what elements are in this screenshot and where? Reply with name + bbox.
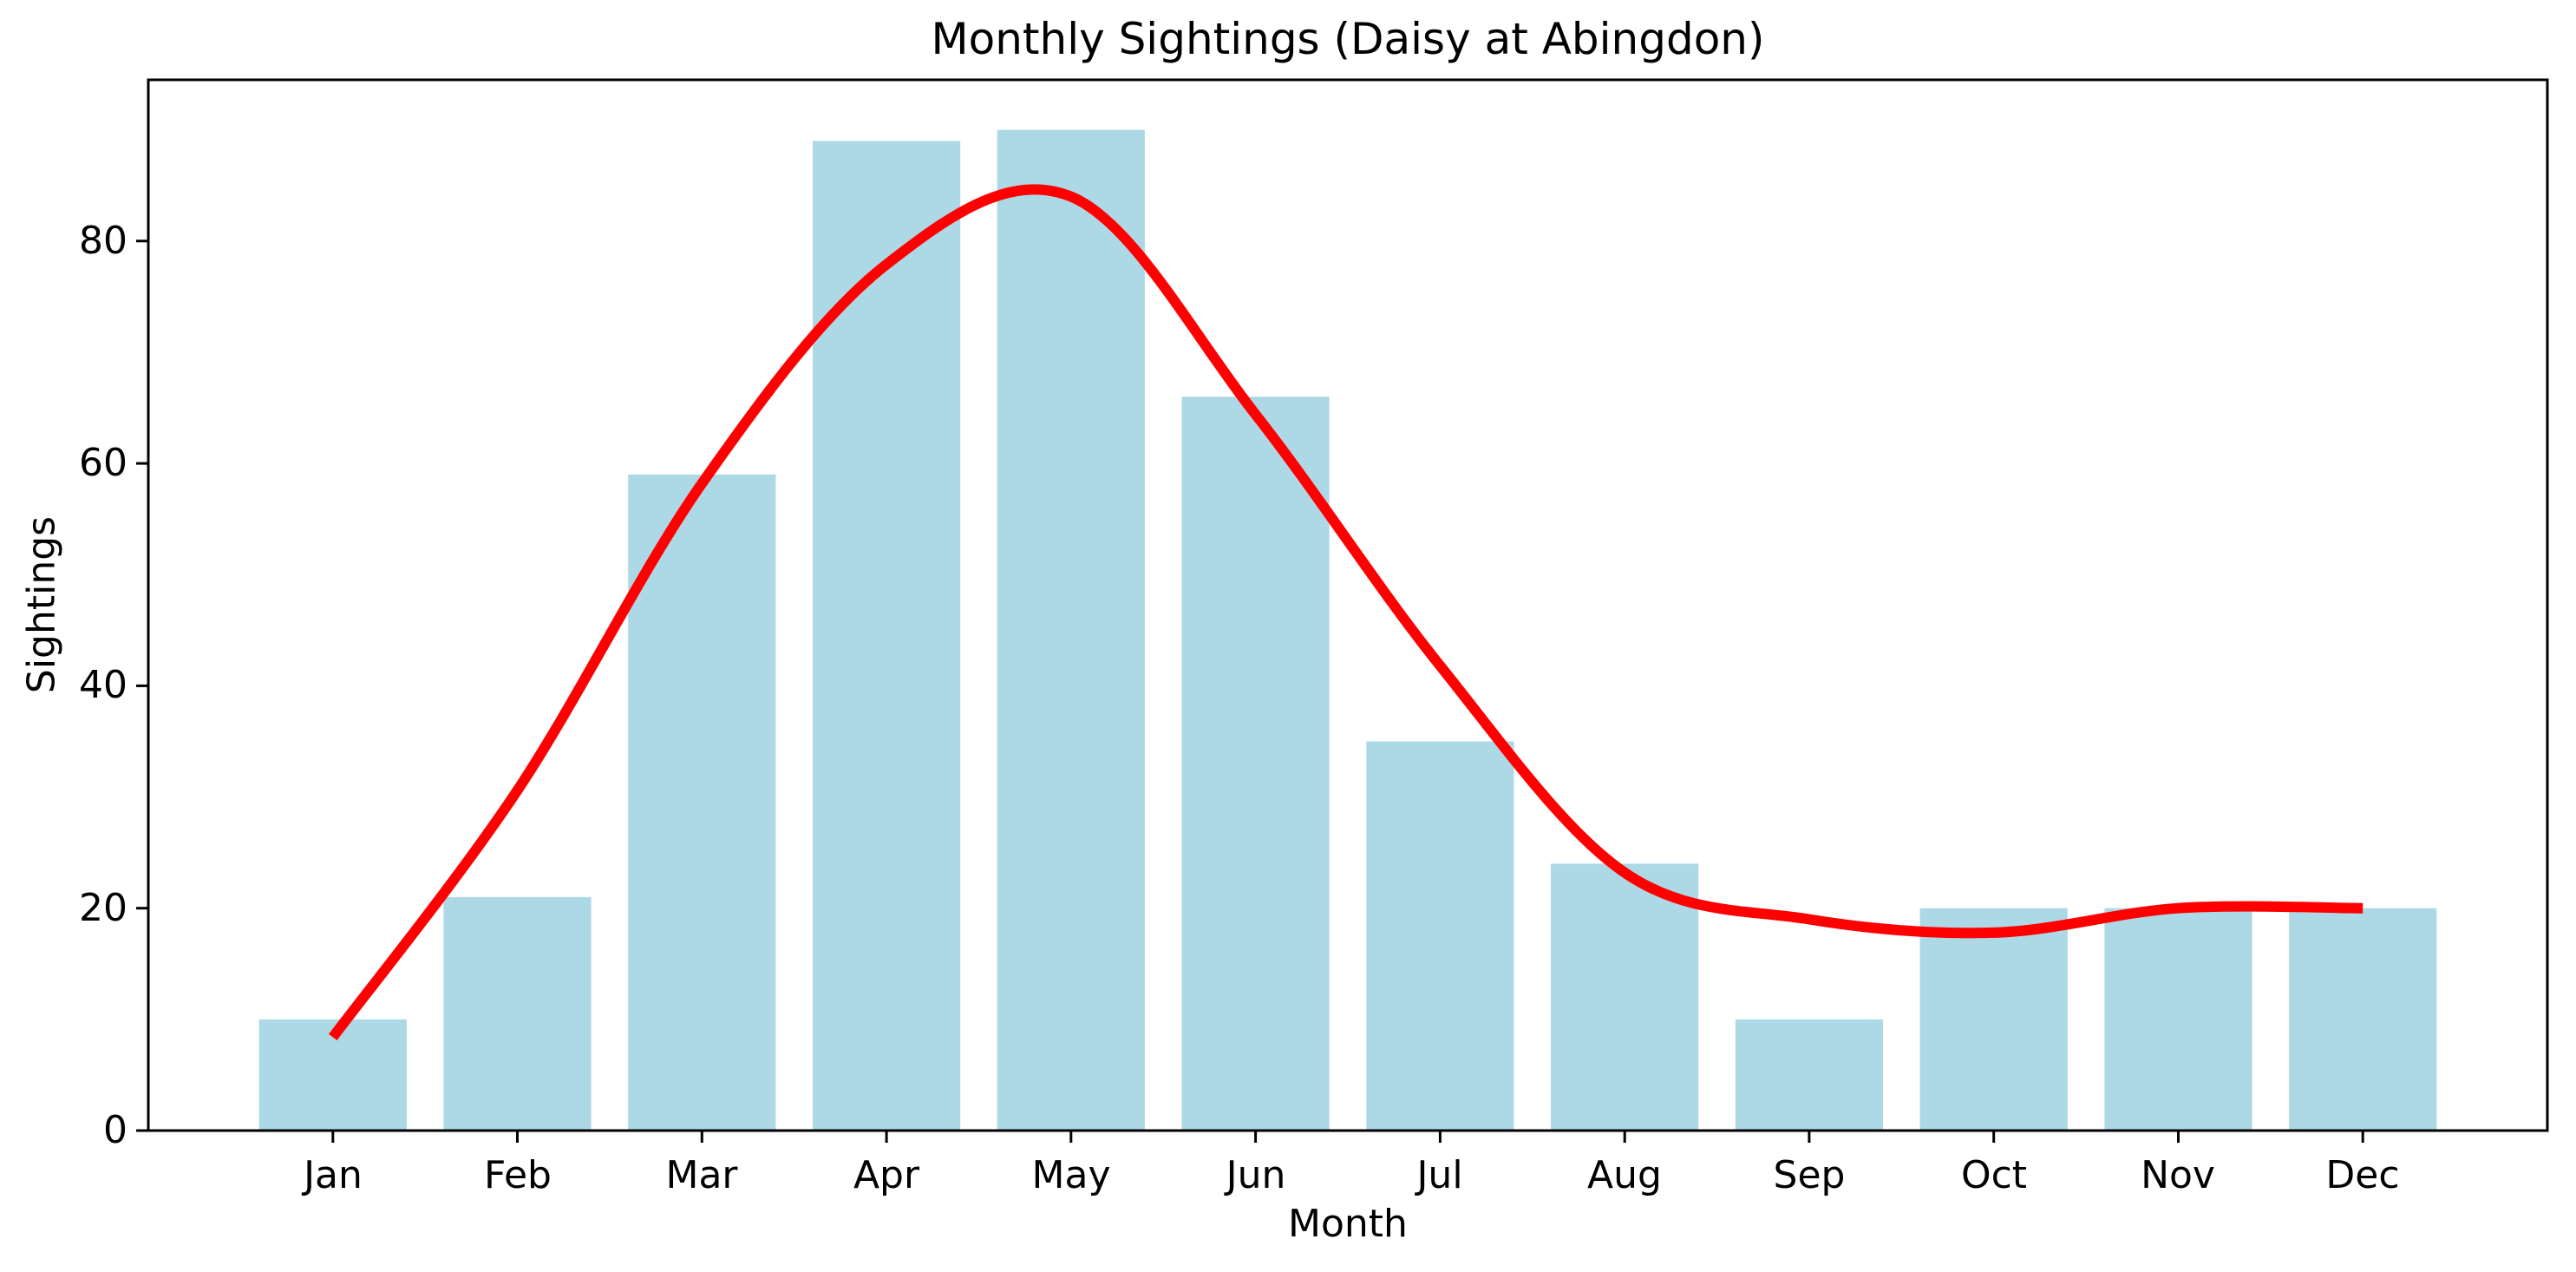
bar-apr [813, 141, 961, 1131]
y-tick-label: 40 [79, 663, 127, 707]
x-tick-label-jul: Jul [1416, 1153, 1463, 1197]
bar-jan [258, 1019, 407, 1131]
x-tick-label-feb: Feb [484, 1153, 552, 1197]
bar-jul [1366, 741, 1514, 1131]
bar-jun [1181, 397, 1330, 1131]
bar-feb [443, 896, 592, 1131]
y-tick-label: 80 [79, 219, 127, 263]
x-tick-label-oct: Oct [1960, 1153, 2028, 1197]
x-axis-label: Month [1288, 1202, 1408, 1246]
bar-aug [1551, 863, 1699, 1131]
x-tick-label-jun: Jun [1226, 1153, 1286, 1197]
trend-line [328, 184, 2364, 1040]
bar-oct [1919, 908, 2068, 1131]
x-tick-label-apr: Apr [853, 1153, 920, 1197]
x-tick-label-aug: Aug [1587, 1153, 1662, 1197]
axes-frame [147, 78, 2549, 1132]
x-tick-label-mar: Mar [665, 1153, 738, 1197]
axis-ticks [136, 239, 2364, 1143]
x-tick-label-jan: Jan [304, 1153, 363, 1197]
bar-may [997, 129, 1145, 1131]
x-tick-label-sep: Sep [1773, 1153, 1846, 1197]
bar-sep [1735, 1019, 1883, 1131]
bar-nov [2104, 908, 2252, 1131]
bar-series [258, 129, 2437, 1131]
bar-mar [628, 474, 776, 1131]
x-tick-label-dec: Dec [2325, 1153, 2400, 1197]
y-tick-label: 60 [79, 441, 127, 485]
x-tick-label-nov: Nov [2141, 1153, 2215, 1197]
x-tick-label-may: May [1031, 1153, 1111, 1197]
y-tick-label: 20 [79, 886, 127, 930]
bar-dec [2289, 908, 2437, 1131]
y-tick-label: 0 [103, 1108, 127, 1152]
chart-title: Monthly Sightings (Daisy at Abingdon) [931, 14, 1765, 64]
